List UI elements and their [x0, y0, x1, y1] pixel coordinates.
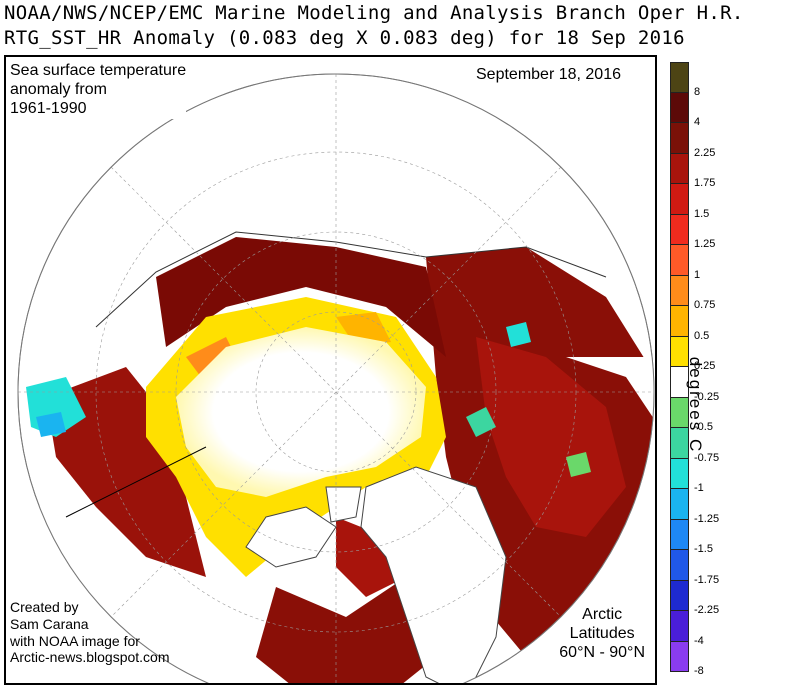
- header-line-1: NOAA/NWS/NCEP/EMC Marine Modeling and An…: [4, 2, 744, 24]
- colorbar-swatch: [670, 489, 689, 520]
- credit-line-3: with NOAA image for: [10, 632, 140, 649]
- colorbar-tick-label: -1.75: [694, 573, 720, 586]
- central-arctic-neutral: [176, 327, 426, 497]
- colorbar-tick-label: -0.25: [694, 390, 720, 403]
- colorbar-swatch: [670, 214, 689, 245]
- region-line-1: Arctic: [582, 606, 623, 623]
- colorbar-swatch: [670, 336, 689, 367]
- region-line-2: Latitudes: [569, 625, 635, 643]
- colorbar-tick-label: -1.25: [694, 512, 720, 525]
- colorbar-tick-label: 1.75: [694, 177, 716, 189]
- kara-cold-patch: [506, 322, 531, 347]
- scandinavia-landmass: [566, 357, 654, 437]
- ice-edge-orange-patch-2: [336, 312, 391, 347]
- colorbar-swatch: [670, 123, 689, 154]
- colorbar-tick-label: 2.25: [694, 146, 716, 159]
- east-greenland-cold: [466, 407, 496, 437]
- colorbar-tick-label: 4: [694, 116, 701, 128]
- colorbar-swatch: [670, 245, 689, 276]
- map-title-line-1: Sea surface temperature: [10, 62, 187, 79]
- colorbar-swatch: [670, 580, 689, 611]
- region-line-3: 60°N - 90°N: [559, 644, 645, 662]
- colorbar-swatch: [670, 519, 689, 550]
- colorbar-swatch: [670, 611, 689, 642]
- credit-line-4: Arctic-news.blogspot.com: [10, 649, 170, 666]
- colorbar-tick-label: 0.5: [694, 329, 710, 342]
- map-panel: Sea surface temperature anomaly from 196…: [4, 55, 657, 685]
- credit-line-2: Sam Carana: [10, 615, 89, 632]
- colorbar: [670, 62, 689, 672]
- colorbar-swatch: [670, 550, 689, 581]
- credit-line-1: Created by: [10, 599, 79, 615]
- barents-cold-patch: [566, 452, 591, 477]
- colorbar-tick-label: 0.75: [694, 299, 716, 311]
- colorbar-swatch: [670, 275, 689, 306]
- greenland-sea-warm: [476, 337, 626, 537]
- credit-block: Created by Sam Carana with NOAA image fo…: [10, 599, 170, 666]
- colorbar-tick-label: -4: [694, 634, 704, 647]
- colorbar-tick-label: -8: [694, 665, 704, 677]
- colorbar-tick-label: 1.5: [694, 207, 710, 220]
- colorbar-tick-label: -0.5: [694, 421, 713, 433]
- colorbar-swatch: [670, 641, 689, 672]
- canadian-islands: [245, 506, 337, 568]
- region-label: Arctic Latitudes 60°N - 90°N: [559, 605, 645, 663]
- colorbar-tick-label: -1.5: [694, 543, 713, 555]
- polar-sst-map: [17, 73, 655, 683]
- date-line: [65, 446, 207, 518]
- ocean-anomaly-field: [18, 74, 654, 683]
- map-title: Sea surface temperature anomaly from 196…: [10, 61, 187, 119]
- colorbar-swatch: [670, 306, 689, 337]
- eurasia-landmass: [46, 117, 606, 357]
- colorbar-swatch: [670, 428, 689, 459]
- header-line-2: RTG_SST_HR Anomaly (0.083 deg X 0.083 de…: [4, 27, 685, 49]
- map-title-line-2: anomaly from: [10, 81, 107, 99]
- colorbar-tick-label: 8: [694, 85, 701, 98]
- colorbar-unit: degrees C: [686, 356, 705, 454]
- map-date: September 18, 2016: [476, 66, 621, 83]
- colorbar-tick-label: -2.25: [694, 604, 720, 616]
- polar-disk-border: [17, 73, 655, 683]
- colorbar-tick-label: -1: [694, 482, 704, 494]
- colorbar-tick-label: 0.25: [694, 360, 716, 372]
- colorbar-swatch: [670, 92, 689, 123]
- colorbar-tick-label: -0.75: [694, 451, 720, 464]
- siberian-shelf-warm: [156, 237, 446, 357]
- colorbar-swatch: [670, 153, 689, 184]
- colorbar-swatch: [670, 184, 689, 215]
- colorbar-swatch: [670, 397, 689, 428]
- graticule: [18, 74, 654, 683]
- colorbar-swatch: [670, 367, 689, 398]
- colorbar-tick-label: 1: [694, 268, 701, 281]
- colorbar-swatch: [670, 62, 689, 93]
- greenland-landmass: [360, 466, 507, 683]
- bering-cold-patch-2: [36, 412, 66, 437]
- hudson-bay-warm: [256, 577, 436, 683]
- baffin-bay-warm: [336, 517, 406, 597]
- ellesmere-island: [325, 486, 362, 523]
- colorbar-swatch: [670, 458, 689, 489]
- map-title-line-3: 1961-1990: [10, 100, 87, 118]
- colorbar-tick-label: 1.25: [694, 238, 716, 250]
